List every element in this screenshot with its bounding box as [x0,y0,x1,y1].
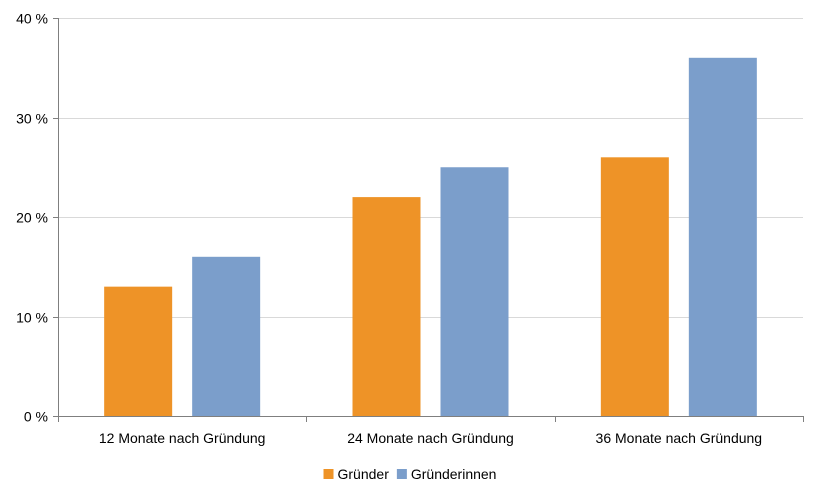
y-axis-ticks: 0 % 10 % 20 % 30 % 40 % [16,11,58,425]
x-category-label: 12 Monate nach Gründung [99,430,266,446]
x-category-label: 24 Monate nach Gründung [347,430,514,446]
y-tick-label: 10 % [16,310,48,326]
y-tick-label: 40 % [16,11,48,27]
bar-gruenderinnen-1 [192,256,261,416]
bar-gruenderinnen-3 [688,57,757,417]
bars [104,57,757,417]
bar-gruender-1 [104,286,173,416]
legend-label-gruender: Gründer [338,466,390,482]
y-tick-label: 20 % [16,210,48,226]
axes [58,18,804,422]
legend-swatch-gruender [323,469,334,479]
legend-label-gruenderinnen: Gründerinnen [411,466,497,482]
y-tick-label: 0 % [24,409,48,425]
legend-swatch-gruenderinnen [396,469,407,479]
legend: Gründer Gründerinnen [323,466,497,482]
y-tick-label: 30 % [16,111,48,127]
gridlines [58,18,803,318]
bar-gruenderinnen-2 [440,167,509,416]
bar-gruender-2 [352,197,421,416]
x-category-label: 36 Monate nach Gründung [596,430,763,446]
x-axis-labels: 12 Monate nach Gründung 24 Monate nach Gr… [99,430,762,446]
bar-gruender-3 [600,157,669,417]
